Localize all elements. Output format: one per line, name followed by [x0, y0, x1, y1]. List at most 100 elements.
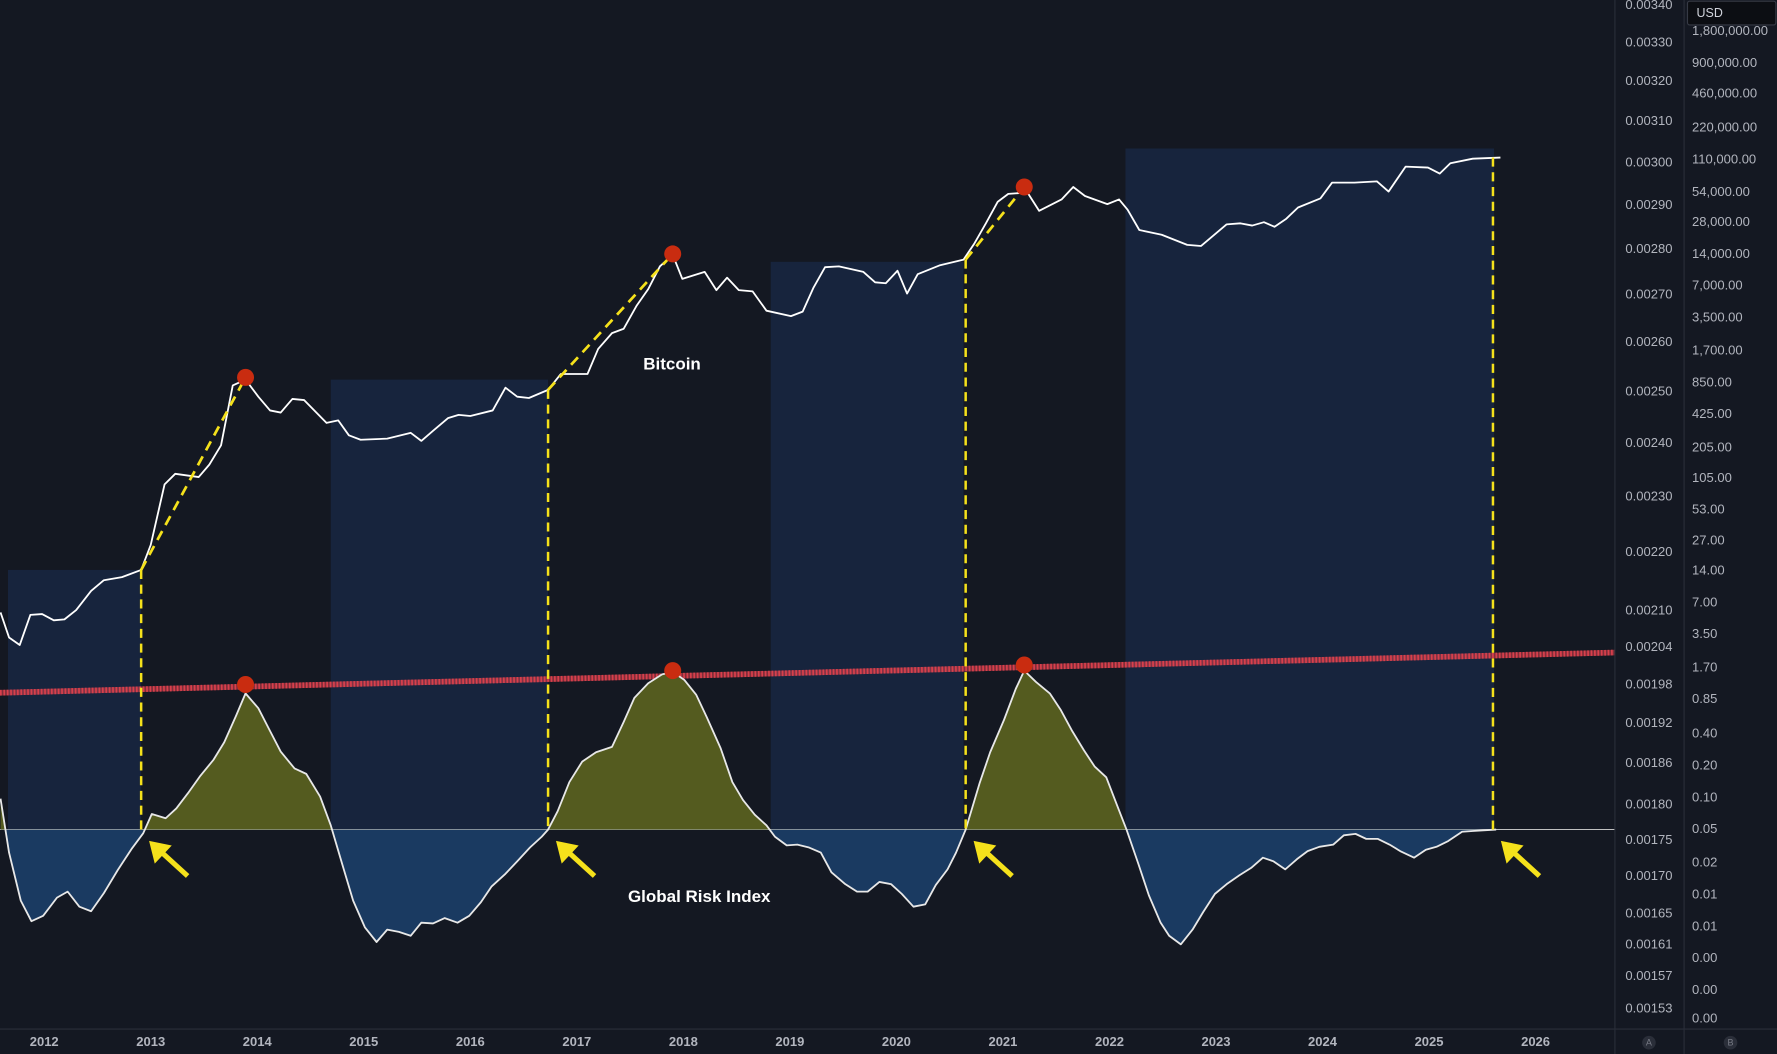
y-tick-label: 0.00157	[1625, 968, 1672, 983]
zone	[7, 569, 142, 830]
y2-tick-label: 425.00	[1692, 406, 1732, 421]
rally-line	[139, 376, 247, 571]
y2-tick-label: 0.40	[1692, 726, 1717, 741]
series-annotation: Bitcoin	[643, 354, 701, 373]
y-tick-label: 0.00175	[1625, 832, 1672, 847]
y2-tick-label: 14,000.00	[1692, 246, 1750, 261]
y-tick-label: 0.00280	[1625, 241, 1672, 256]
scale-button-label[interactable]: A	[1646, 1038, 1653, 1048]
scale-button-label[interactable]: B	[1728, 1038, 1734, 1048]
y2-tick-label: 14.00	[1692, 563, 1725, 578]
y-tick-label: 0.00204	[1625, 639, 1672, 654]
y2-tick-label: 1,700.00	[1692, 343, 1743, 358]
y-tick-label: 0.00320	[1625, 73, 1672, 88]
arrow-shaft	[159, 850, 190, 878]
peak-dot	[1015, 656, 1033, 674]
series-line	[0, 669, 1497, 946]
x-tick-label: 2013	[136, 1034, 165, 1049]
y2-tick-label: 0.01	[1692, 918, 1717, 933]
y2-tick-label: 0.05	[1692, 821, 1717, 836]
y2-tick-label: 105.00	[1692, 470, 1732, 485]
x-tick-label: 2020	[882, 1034, 911, 1049]
y-tick-label: 0.00310	[1625, 113, 1672, 128]
peak-dot	[237, 368, 255, 386]
axis-panel	[1614, 0, 1777, 1054]
y-tick-label: 0.00180	[1625, 796, 1672, 811]
y-tick-label: 0.00220	[1625, 544, 1672, 559]
y2-tick-label: 220,000.00	[1692, 119, 1757, 134]
y2-tick-label: 1,800,000.00	[1692, 23, 1768, 38]
y2-tick-label: 54,000.00	[1692, 184, 1750, 199]
y-tick-label: 0.00250	[1625, 383, 1672, 398]
y-tick-label: 0.00240	[1625, 435, 1672, 450]
series-annotation: Global Risk Index	[628, 887, 771, 906]
y-tick-label: 0.00153	[1625, 1001, 1672, 1016]
y2-tick-label: 7.00	[1692, 594, 1717, 609]
y2-tick-label: 900,000.00	[1692, 55, 1757, 70]
zone	[330, 379, 549, 830]
x-tick-label: 2025	[1415, 1034, 1444, 1049]
arrow-shaft	[566, 850, 597, 878]
scale-button[interactable]	[1642, 1035, 1656, 1050]
x-axis-panel	[0, 1029, 1615, 1054]
scale-button[interactable]	[1723, 1035, 1738, 1050]
y2-tick-label: 460,000.00	[1692, 86, 1757, 101]
arrow-shaft	[984, 850, 1014, 878]
peak-dot	[664, 245, 682, 263]
rally-line	[964, 186, 1026, 261]
currency-label[interactable]: USD	[1697, 6, 1723, 20]
x-tick-label: 2017	[562, 1034, 591, 1049]
y2-tick-label: 53.00	[1692, 502, 1725, 517]
series-line	[0, 156, 1501, 646]
peak-dot	[664, 662, 682, 680]
y-tick-label: 0.00192	[1625, 715, 1672, 730]
x-tick-label: 2018	[669, 1034, 698, 1049]
y2-tick-label: 7,000.00	[1692, 278, 1743, 293]
y-tick-label: 0.00186	[1625, 755, 1672, 770]
y-tick-label: 0.00165	[1625, 906, 1672, 921]
peak-dot	[1015, 178, 1033, 196]
trendline	[0, 649, 1616, 696]
x-tick-label: 2012	[30, 1034, 59, 1049]
y2-tick-label: 0.02	[1692, 855, 1717, 870]
y-tick-label: 0.00161	[1625, 937, 1672, 952]
y-tick-label: 0.00210	[1625, 603, 1672, 618]
y2-tick-label: 3.50	[1692, 626, 1717, 641]
x-tick-label: 2021	[988, 1034, 1017, 1049]
x-tick-label: 2026	[1521, 1034, 1550, 1049]
plot-area	[0, 148, 1616, 946]
y-tick-label: 0.00230	[1625, 488, 1672, 503]
y2-tick-label: 3,500.00	[1692, 309, 1743, 324]
y2-tick-label: 0.01	[1692, 887, 1717, 902]
x-tick-label: 2016	[456, 1034, 485, 1049]
y-tick-label: 0.00198	[1625, 677, 1672, 692]
x-tick-label: 2019	[775, 1034, 804, 1049]
area-negative	[5, 829, 1497, 945]
y2-tick-label: 0.10	[1692, 789, 1717, 804]
x-tick-label: 2022	[1095, 1034, 1124, 1049]
y2-tick-label: 0.85	[1692, 691, 1717, 706]
currency-badge[interactable]	[1686, 0, 1777, 26]
y2-tick-label: 0.20	[1692, 758, 1717, 773]
y2-tick-label: 110,000.00	[1692, 151, 1756, 166]
y2-tick-label: 28,000.00	[1692, 214, 1750, 229]
peak-dot	[237, 675, 255, 693]
arrow-head	[1500, 840, 1524, 864]
y2-tick-label: 0.00	[1692, 1011, 1717, 1026]
y2-tick-label: 205.00	[1692, 440, 1732, 455]
zone	[770, 261, 964, 830]
y-tick-label: 0.00260	[1625, 334, 1672, 349]
y-tick-label: 0.00330	[1625, 35, 1672, 50]
y-tick-label: 0.00170	[1625, 868, 1672, 883]
y-tick-label: 0.00300	[1625, 154, 1672, 169]
arrow-shaft	[1511, 850, 1542, 878]
arrow-head	[973, 840, 997, 864]
x-tick-label: 2023	[1202, 1034, 1231, 1049]
x-tick-label: 2014	[243, 1034, 273, 1049]
zone	[1125, 148, 1495, 830]
arrow-head	[149, 840, 172, 864]
y-tick-label: 0.00270	[1625, 287, 1672, 302]
